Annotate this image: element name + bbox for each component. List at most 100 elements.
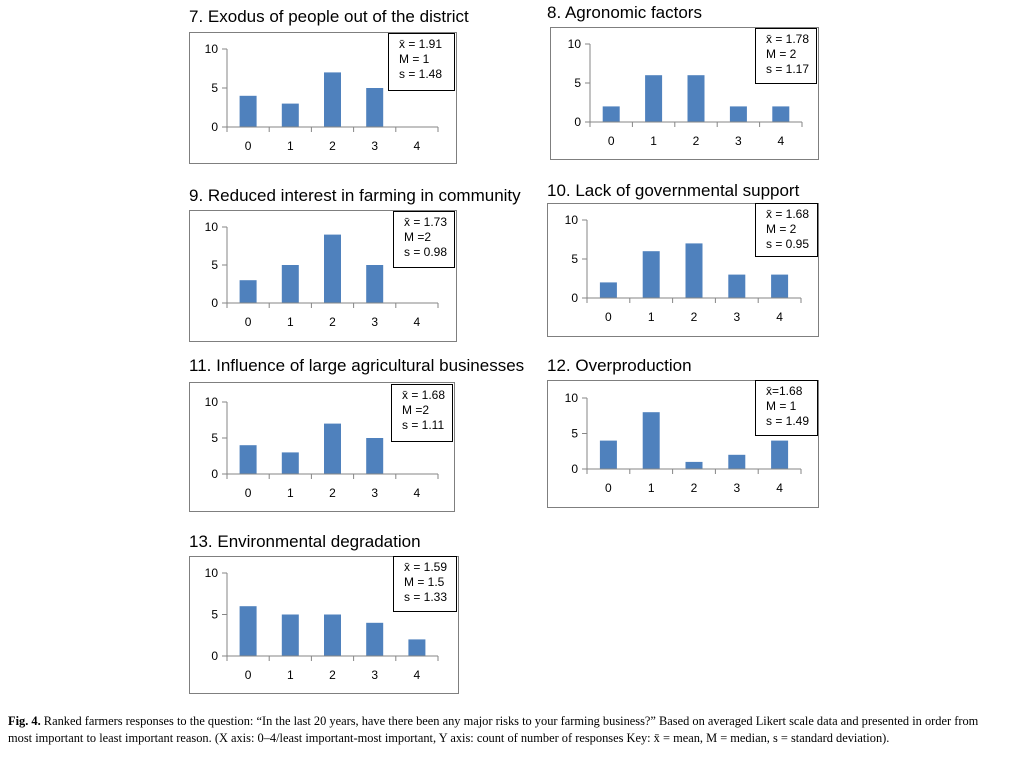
bar (324, 423, 341, 474)
stats-box: x̄=1.68 M = 1 s = 1.49 (755, 380, 818, 436)
bar (728, 274, 746, 298)
figure-caption: Fig. 4. Ranked farmers responses to the … (8, 713, 1000, 746)
x-tick-label: 2 (693, 134, 700, 148)
stat-sd: s = 0.95 (766, 237, 810, 251)
y-tick-label: 0 (211, 296, 218, 310)
bar (281, 265, 299, 303)
stats-box: x̄ = 1.73 M =2 s = 0.98 (393, 211, 455, 268)
x-tick-label: 2 (691, 481, 698, 495)
stat-mean: x̄ = 1.68 (402, 388, 446, 402)
x-tick-label: 4 (414, 486, 421, 500)
y-tick-label: 0 (574, 115, 581, 129)
x-tick-label: 0 (245, 486, 252, 500)
bar (602, 106, 620, 122)
bar (729, 106, 747, 122)
x-tick-label: 3 (735, 134, 742, 148)
bar-chart: 0 5 10 0 1 2 3 4 (205, 395, 439, 500)
y-tick-label: 5 (211, 431, 218, 445)
bar (239, 606, 257, 656)
stats-box: x̄ = 1.59 M = 1.5 s = 1.33 (393, 556, 457, 612)
bar (366, 438, 384, 474)
bar-chart: 0 5 10 0 1 2 3 4 (205, 42, 439, 153)
chart-title: 8. Agronomic factors (547, 3, 702, 22)
bar (771, 440, 789, 469)
y-tick-label: 10 (205, 566, 219, 580)
bar (771, 274, 789, 298)
bar (599, 282, 617, 298)
x-tick-label: 3 (371, 486, 378, 500)
stat-median: M =2 (402, 403, 430, 417)
stat-sd: s = 1.33 (404, 590, 448, 604)
stat-mean: x̄ = 1.68 (766, 207, 810, 221)
x-tick-label: 1 (648, 310, 655, 324)
y-tick-label: 5 (571, 427, 578, 441)
bar (324, 234, 341, 303)
x-tick-label: 3 (371, 315, 378, 329)
stat-sd: s = 1.49 (766, 414, 810, 428)
bar (642, 412, 660, 469)
bar (239, 95, 257, 127)
caption-text: Ranked farmers responses to the question… (8, 714, 979, 745)
x-tick-label: 4 (776, 481, 783, 495)
bar (687, 75, 705, 122)
y-tick-label: 5 (571, 252, 578, 266)
bar (645, 75, 663, 122)
bar (366, 265, 384, 303)
y-tick-label: 0 (211, 467, 218, 481)
x-tick-label: 4 (777, 134, 784, 148)
stat-mean: x̄ = 1.78 (766, 32, 810, 46)
bar (772, 106, 790, 122)
y-tick-label: 10 (205, 395, 219, 409)
y-tick-label: 5 (211, 608, 218, 622)
bar (366, 88, 384, 127)
chart-title: 11. Influence of large agricultural busi… (189, 356, 525, 375)
bar (324, 72, 341, 127)
stats-box: x̄ = 1.78 M = 2 s = 1.17 (755, 28, 817, 84)
bar (366, 622, 384, 656)
stat-sd: s = 1.48 (399, 67, 443, 81)
stat-mean: x̄=1.68 (766, 384, 803, 398)
bar (239, 445, 257, 474)
stat-median: M = 2 (766, 47, 797, 61)
chart-title: 7. Exodus of people out of the district (189, 7, 469, 26)
y-tick-label: 0 (571, 462, 578, 476)
x-tick-label: 1 (287, 315, 294, 329)
y-tick-label: 10 (565, 391, 579, 405)
x-tick-label: 0 (605, 481, 612, 495)
bar (239, 280, 257, 303)
x-tick-label: 4 (414, 315, 421, 329)
x-tick-label: 4 (776, 310, 783, 324)
stat-median: M = 2 (766, 222, 797, 236)
bar (281, 103, 299, 127)
bar (599, 440, 617, 469)
bar-chart: 0 5 10 0 1 2 3 4 (205, 566, 439, 682)
stats-box: x̄ = 1.91 M = 1 s = 1.48 (388, 33, 455, 91)
x-tick-label: 1 (648, 481, 655, 495)
stat-median: M =2 (404, 230, 432, 244)
y-tick-label: 5 (211, 81, 218, 95)
stat-sd: s = 1.11 (402, 418, 445, 432)
x-tick-label: 4 (414, 139, 421, 153)
chart-title: 12. Overproduction (547, 356, 692, 375)
stat-median: M = 1.5 (404, 575, 445, 589)
x-tick-label: 3 (371, 139, 378, 153)
y-tick-label: 0 (211, 649, 218, 663)
x-tick-label: 1 (287, 139, 294, 153)
stat-mean: x̄ = 1.59 (404, 560, 448, 574)
x-tick-label: 2 (329, 486, 336, 500)
x-tick-label: 0 (605, 310, 612, 324)
y-tick-label: 10 (205, 220, 219, 234)
bar (728, 454, 746, 469)
x-tick-label: 3 (733, 481, 740, 495)
y-tick-label: 5 (574, 76, 581, 90)
chart-title: 13. Environmental degradation (189, 532, 421, 551)
bar (408, 639, 426, 656)
stat-sd: s = 1.17 (766, 62, 810, 76)
chart-area: 0 5 10 0 1 2 3 4 (547, 203, 819, 337)
figure-label: Fig. 4. (8, 714, 41, 728)
x-tick-label: 2 (329, 315, 336, 329)
x-tick-label: 1 (650, 134, 657, 148)
bar-chart: 0 5 10 0 1 2 3 4 (205, 220, 439, 329)
bar (281, 452, 299, 474)
bar-chart: 0 5 10 0 1 2 3 4 (568, 37, 803, 148)
